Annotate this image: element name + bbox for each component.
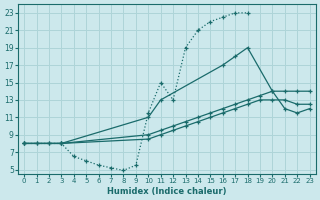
X-axis label: Humidex (Indice chaleur): Humidex (Indice chaleur)	[107, 187, 227, 196]
